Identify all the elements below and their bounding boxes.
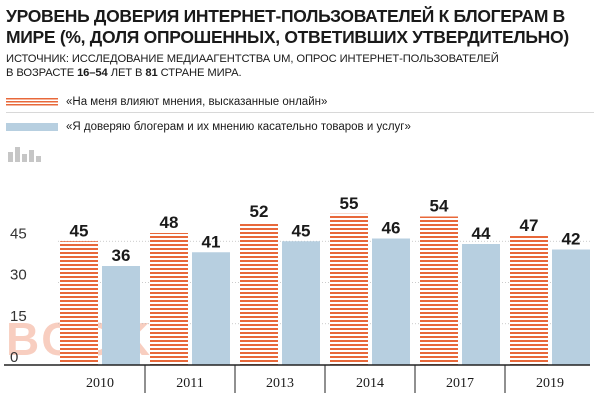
source-line-2: В ВОЗРАСТЕ 16–54 ЛЕТ В 81 СТРАНЕ МИРА. bbox=[6, 66, 596, 80]
y-tick-label: 15 bbox=[10, 308, 27, 325]
legend-swatch-striped bbox=[6, 98, 58, 106]
bar-chart: BOOK015304545362010484120115245201355462… bbox=[4, 147, 590, 393]
data-label-trust-bloggers: 46 bbox=[382, 219, 401, 238]
bar-trust-bloggers bbox=[552, 249, 590, 365]
source-age-suffix: СТРАНЕ МИРА. bbox=[157, 67, 242, 79]
source-country-count: 81 bbox=[145, 67, 158, 79]
bar-online-opinions bbox=[330, 213, 368, 365]
x-tick-label: 2017 bbox=[446, 376, 474, 391]
bar-online-opinions bbox=[420, 216, 458, 365]
bar-chart-icon-bar bbox=[8, 152, 13, 162]
bar-trust-bloggers bbox=[282, 241, 320, 365]
y-tick-label: 45 bbox=[10, 225, 27, 242]
bar-online-opinions bbox=[60, 241, 98, 365]
source-age-range: 16–54 bbox=[77, 67, 108, 79]
bar-chart-icon-bar bbox=[15, 147, 20, 162]
data-label-online-opinions: 52 bbox=[250, 202, 269, 221]
bar-chart-icon bbox=[8, 147, 41, 162]
bar-chart-icon-bar bbox=[29, 150, 34, 162]
chart-title: УРОВЕНЬ ДОВЕРИЯ ИНТЕРНЕТ-ПОЛЬЗОВАТЕЛЕЙ К… bbox=[6, 6, 569, 47]
y-tick-label: 0 bbox=[10, 349, 18, 366]
data-label-online-opinions: 47 bbox=[520, 216, 539, 235]
bar-online-opinions bbox=[240, 222, 278, 365]
data-label-trust-bloggers: 41 bbox=[202, 232, 221, 251]
x-tick-label: 2010 bbox=[86, 376, 114, 391]
legend-label-trust-bloggers: «Я доверяю блогерам и их мнению касатель… bbox=[66, 121, 411, 133]
data-label-trust-bloggers: 45 bbox=[292, 221, 311, 240]
source-line-1: ИСТОЧНИК: ИССЛЕДОВАНИЕ МЕДИААГЕНТСТВА UM… bbox=[6, 53, 499, 65]
x-tick-label: 2019 bbox=[536, 376, 564, 391]
data-label-online-opinions: 55 bbox=[340, 194, 359, 213]
bar-trust-bloggers bbox=[192, 252, 230, 365]
bar-trust-bloggers bbox=[462, 244, 500, 365]
x-tick-label: 2011 bbox=[176, 376, 203, 391]
data-label-trust-bloggers: 42 bbox=[562, 230, 581, 249]
bar-chart-icon-bar bbox=[22, 154, 27, 162]
legend-item-trust-bloggers: «Я доверяю блогерам и их мнению касатель… bbox=[6, 119, 411, 135]
x-tick-label: 2013 bbox=[266, 376, 294, 391]
data-label-online-opinions: 45 bbox=[70, 221, 89, 240]
source-note: ИСТОЧНИК: ИССЛЕДОВАНИЕ МЕДИААГЕНТСТВА UM… bbox=[6, 52, 596, 80]
bar-chart-icon-bar bbox=[36, 156, 41, 162]
bar-online-opinions bbox=[510, 235, 548, 365]
x-tick-label: 2014 bbox=[356, 376, 384, 391]
source-age-prefix: В ВОЗРАСТЕ bbox=[6, 67, 78, 79]
data-label-online-opinions: 48 bbox=[160, 213, 179, 232]
data-label-online-opinions: 54 bbox=[430, 197, 449, 216]
y-tick-label: 30 bbox=[10, 267, 27, 284]
data-label-trust-bloggers: 44 bbox=[472, 224, 491, 243]
bar-online-opinions bbox=[150, 233, 188, 365]
bar-trust-bloggers bbox=[102, 266, 140, 365]
legend-divider bbox=[6, 112, 594, 113]
legend-label-online-opinions: «На меня влияют мнения, высказанные онла… bbox=[66, 96, 328, 108]
source-age-mid: ЛЕТ В bbox=[107, 67, 146, 79]
data-label-trust-bloggers: 36 bbox=[112, 246, 131, 265]
legend-item-online-opinions: «На меня влияют мнения, высказанные онла… bbox=[6, 94, 327, 110]
legend-swatch-blue bbox=[6, 123, 58, 131]
bar-trust-bloggers bbox=[372, 238, 410, 365]
